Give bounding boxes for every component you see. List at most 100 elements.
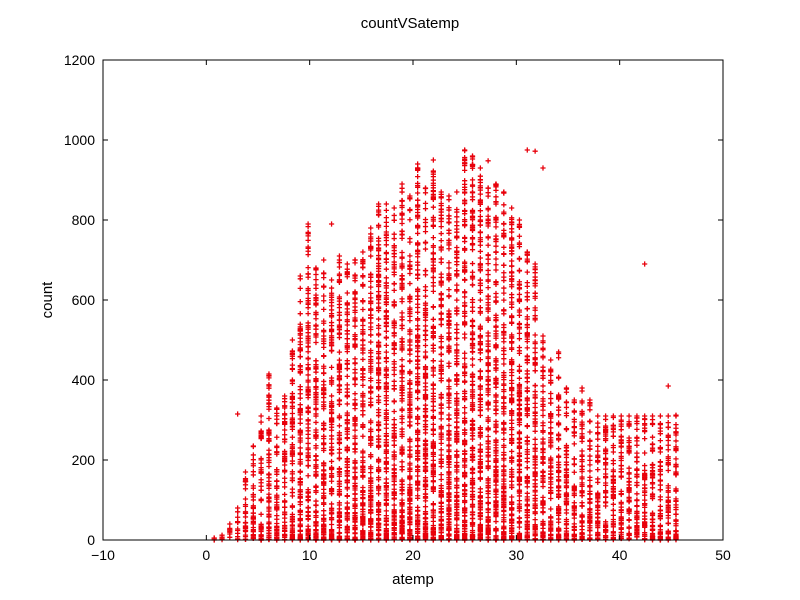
data-point bbox=[336, 377, 343, 383]
data-point bbox=[571, 441, 577, 447]
data-point bbox=[501, 202, 507, 208]
data-point bbox=[360, 281, 366, 288]
data-point bbox=[360, 374, 366, 380]
data-point bbox=[313, 309, 319, 316]
data-point bbox=[235, 519, 241, 525]
data-point bbox=[375, 468, 382, 475]
data-point bbox=[297, 273, 303, 279]
data-point bbox=[282, 393, 288, 399]
data-point bbox=[548, 506, 554, 512]
data-point bbox=[375, 477, 382, 483]
data-point bbox=[289, 478, 296, 484]
data-point bbox=[446, 400, 452, 406]
data-point bbox=[422, 287, 429, 294]
data-point bbox=[266, 532, 272, 538]
data-point bbox=[383, 455, 389, 461]
data-point bbox=[415, 190, 421, 196]
data-point bbox=[555, 404, 562, 410]
data-point bbox=[454, 529, 460, 535]
data-point bbox=[446, 230, 452, 236]
data-point bbox=[430, 407, 436, 414]
data-point bbox=[391, 408, 397, 415]
data-point bbox=[571, 469, 577, 475]
data-point bbox=[321, 275, 327, 281]
data-point bbox=[375, 509, 382, 515]
data-point bbox=[422, 268, 429, 274]
data-point bbox=[399, 363, 405, 369]
data-point bbox=[305, 379, 311, 385]
data-point bbox=[399, 296, 405, 302]
data-point bbox=[336, 517, 343, 523]
data-point bbox=[422, 365, 429, 371]
data-point bbox=[274, 534, 280, 540]
data-point bbox=[415, 521, 421, 527]
data-point bbox=[407, 465, 413, 471]
data-point bbox=[524, 283, 530, 290]
data-point bbox=[509, 367, 515, 373]
data-point bbox=[407, 358, 413, 365]
data-point bbox=[477, 442, 483, 448]
data-point bbox=[415, 315, 421, 322]
data-point bbox=[383, 283, 389, 289]
data-point bbox=[321, 293, 327, 299]
data-point bbox=[454, 463, 460, 469]
data-point bbox=[336, 363, 343, 370]
data-point bbox=[336, 423, 343, 429]
data-point bbox=[328, 465, 335, 471]
data-point bbox=[274, 506, 280, 512]
data-point bbox=[375, 248, 382, 254]
data-point bbox=[540, 436, 546, 442]
data-point bbox=[391, 434, 397, 440]
data-point bbox=[321, 479, 327, 485]
data-point bbox=[501, 400, 507, 406]
data-point bbox=[422, 491, 429, 497]
data-point bbox=[274, 529, 280, 535]
data-point bbox=[438, 311, 444, 317]
data-point bbox=[328, 478, 335, 484]
data-point bbox=[336, 322, 343, 328]
data-point bbox=[501, 270, 507, 276]
data-point bbox=[368, 530, 374, 537]
data-point bbox=[328, 506, 335, 512]
data-point bbox=[321, 353, 327, 359]
data-point bbox=[422, 327, 429, 334]
data-point bbox=[563, 525, 570, 531]
data-point bbox=[563, 448, 570, 454]
data-point bbox=[360, 401, 366, 407]
data-point bbox=[454, 502, 460, 508]
data-point bbox=[297, 435, 303, 441]
data-point bbox=[563, 454, 570, 461]
data-point bbox=[485, 438, 491, 444]
data-point bbox=[375, 340, 382, 346]
data-point bbox=[352, 427, 358, 433]
data-point bbox=[422, 200, 429, 207]
data-point bbox=[415, 374, 421, 380]
data-point bbox=[548, 357, 554, 363]
data-point bbox=[313, 395, 319, 401]
data-point bbox=[415, 485, 421, 491]
data-point bbox=[399, 519, 405, 525]
data-point bbox=[509, 248, 515, 254]
data-point bbox=[430, 325, 436, 331]
data-point bbox=[313, 276, 319, 283]
data-point bbox=[391, 526, 397, 532]
data-point bbox=[391, 442, 397, 448]
data-point bbox=[344, 506, 350, 512]
data-point bbox=[274, 484, 280, 490]
data-point bbox=[438, 316, 444, 322]
data-point bbox=[289, 453, 296, 459]
data-point bbox=[274, 413, 280, 419]
data-point bbox=[282, 491, 288, 498]
data-point bbox=[438, 472, 444, 478]
data-point bbox=[469, 235, 476, 241]
data-point bbox=[524, 293, 530, 300]
data-point bbox=[391, 217, 397, 223]
data-point bbox=[446, 308, 452, 314]
data-point bbox=[336, 430, 343, 436]
data-point bbox=[422, 453, 429, 459]
data-point bbox=[235, 505, 241, 511]
data-point bbox=[242, 496, 249, 502]
data-point bbox=[415, 225, 421, 231]
data-point bbox=[524, 269, 530, 275]
data-point bbox=[383, 448, 389, 454]
